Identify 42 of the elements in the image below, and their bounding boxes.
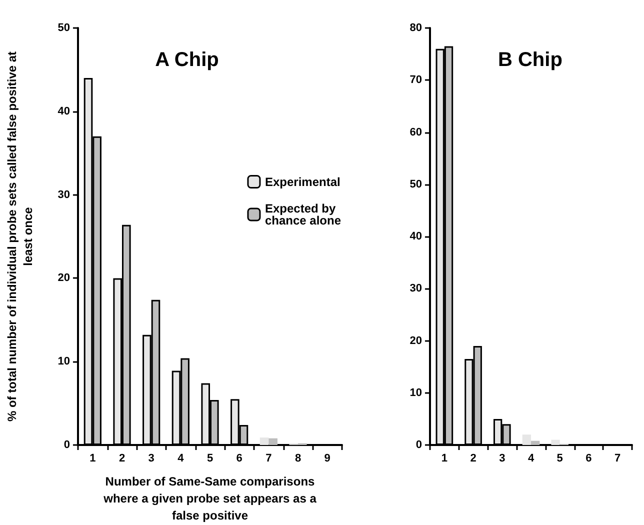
x-tick-label: 1 xyxy=(90,452,96,464)
y-axis-title: % of total number of individual probe sets called false positive at least once xyxy=(5,51,35,422)
x-tick-label: 5 xyxy=(556,452,563,464)
y-tick-label: 10 xyxy=(58,356,70,368)
y-tick-label: 0 xyxy=(416,439,422,451)
x-tick-label: 2 xyxy=(118,452,126,464)
y-tick-label: 10 xyxy=(410,386,422,399)
x-tick-label: 2 xyxy=(470,452,476,464)
x-tick-label: 5 xyxy=(206,452,214,464)
y-tick-label: 80 xyxy=(410,22,422,34)
legend-label: Expected by chance alone xyxy=(264,202,342,228)
y-tick-label: 30 xyxy=(58,188,70,201)
y-tick-label: 60 xyxy=(410,126,422,138)
x-tick-label: 1 xyxy=(441,452,448,464)
y-tick-label: 50 xyxy=(410,178,422,190)
y-tick-label: 30 xyxy=(410,282,422,295)
y-tick-label: 40 xyxy=(58,105,70,118)
text: B Chip xyxy=(498,49,562,71)
x-axis-title: Number of Same-Same comparisons where a given probe set appears as a false positive xyxy=(102,474,317,522)
y-tick-label: 20 xyxy=(410,334,422,347)
x-tick-label: 7 xyxy=(614,452,621,464)
y-tick-label: 40 xyxy=(410,230,422,242)
x-tick-label: 3 xyxy=(499,452,506,464)
y-tick-label: 20 xyxy=(58,272,70,284)
text: A Chip xyxy=(155,49,219,71)
x-tick-label: 4 xyxy=(178,452,185,464)
y-tick-label: 70 xyxy=(410,74,422,86)
y-tick-label: 50 xyxy=(58,22,70,34)
x-tick-label: 4 xyxy=(528,452,535,464)
bar xyxy=(551,440,560,445)
x-tick-label: 8 xyxy=(294,452,302,464)
bar xyxy=(522,434,531,445)
x-tick-label: 6 xyxy=(586,452,592,464)
bar xyxy=(268,438,278,445)
bar xyxy=(531,440,540,445)
x-tick-label: 3 xyxy=(148,452,154,464)
y-tick-label: 0 xyxy=(64,439,70,451)
x-tick-label: 6 xyxy=(236,452,242,464)
bar xyxy=(260,437,269,445)
x-tick-label: 7 xyxy=(266,452,272,464)
legend-label: Experimental xyxy=(264,174,340,189)
x-tick-label: 9 xyxy=(324,452,330,464)
